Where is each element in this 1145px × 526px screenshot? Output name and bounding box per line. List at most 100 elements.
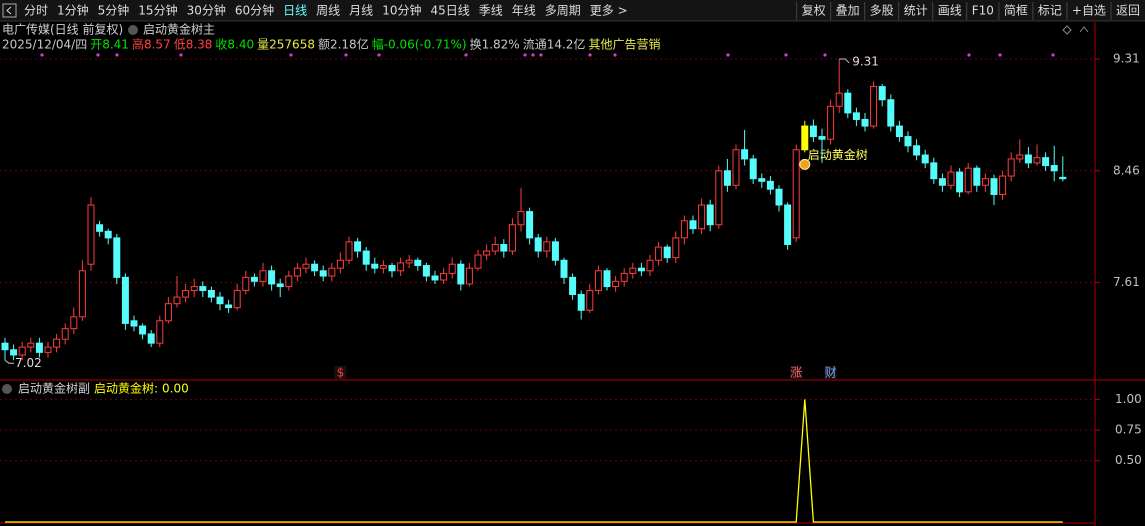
candle-body bbox=[1059, 176, 1067, 180]
event-marker[interactable]: 财 bbox=[825, 366, 837, 380]
quote-item: 开8.41 bbox=[90, 38, 129, 52]
candle-body bbox=[500, 243, 508, 252]
period-tab[interactable]: 季线 bbox=[479, 4, 503, 18]
period-tab[interactable]: 1分钟 bbox=[57, 3, 89, 18]
candle-body bbox=[612, 280, 620, 288]
candle-body bbox=[680, 220, 688, 239]
quote-item: 换1.82% bbox=[470, 38, 520, 52]
tool-button[interactable]: 多股 bbox=[870, 4, 894, 18]
indicator-toggle[interactable] bbox=[128, 25, 138, 35]
candle-body bbox=[53, 338, 61, 348]
candle-body bbox=[663, 246, 671, 259]
period-tab[interactable]: 年线 bbox=[512, 4, 536, 18]
candle-body bbox=[293, 267, 301, 277]
period-tab[interactable]: 60分钟 bbox=[235, 3, 274, 18]
candle-body bbox=[999, 175, 1007, 195]
candle-body bbox=[964, 167, 972, 193]
signal-line bbox=[5, 399, 1063, 523]
tool-button[interactable]: 返回 bbox=[1116, 4, 1140, 18]
candle-body bbox=[930, 162, 938, 180]
candle-body bbox=[164, 303, 172, 322]
tool-button[interactable]: 叠加 bbox=[836, 4, 860, 18]
signal-coin bbox=[799, 158, 811, 170]
candle-body bbox=[990, 178, 998, 195]
candle-body bbox=[947, 171, 955, 186]
period-tab[interactable]: 45日线 bbox=[430, 4, 469, 18]
candle-body bbox=[233, 290, 241, 309]
candle-body bbox=[895, 125, 903, 138]
candle-body bbox=[543, 241, 551, 252]
candle-body bbox=[913, 145, 921, 156]
candle-body bbox=[139, 325, 147, 335]
candle-body bbox=[801, 125, 809, 151]
candle-body bbox=[637, 267, 645, 272]
candle-body bbox=[491, 243, 499, 252]
collapse-icon[interactable] bbox=[1079, 26, 1089, 33]
max-pointer bbox=[839, 58, 850, 64]
marker-box bbox=[334, 366, 347, 379]
tool-button[interactable]: 复权 bbox=[802, 4, 826, 18]
max-label: 9.31 bbox=[852, 54, 879, 68]
candle-body bbox=[70, 316, 78, 330]
period-tab[interactable]: 30分钟 bbox=[187, 3, 226, 18]
quote-item: 量257658 bbox=[257, 38, 315, 52]
candle-body bbox=[938, 178, 946, 186]
candle-body bbox=[405, 259, 413, 264]
y-tick-label: 0.75 bbox=[1115, 423, 1142, 437]
candle-body bbox=[336, 259, 344, 269]
period-tab[interactable]: 10分钟 bbox=[382, 3, 421, 18]
y-tick-label: 7.61 bbox=[1113, 275, 1140, 289]
period-tab[interactable]: 日线 bbox=[283, 4, 307, 18]
candle-body bbox=[878, 86, 886, 101]
period-tab[interactable]: 月线 bbox=[349, 4, 373, 18]
event-marker[interactable]: 涨 bbox=[790, 365, 802, 380]
back-button[interactable] bbox=[2, 3, 17, 18]
quote-item: 额2.18亿 bbox=[318, 37, 369, 52]
candle-body bbox=[87, 204, 95, 265]
candle-body bbox=[698, 204, 706, 230]
candle-body bbox=[311, 263, 319, 272]
candle-body bbox=[225, 304, 233, 309]
candle-body bbox=[379, 265, 387, 269]
tool-button[interactable]: F10 bbox=[972, 4, 994, 18]
period-tab[interactable]: 15分钟 bbox=[138, 3, 177, 18]
min-label: 7.02 bbox=[15, 356, 42, 370]
sub-indicator-toggle[interactable] bbox=[2, 384, 12, 394]
candle-body bbox=[784, 204, 792, 245]
candle-body bbox=[569, 276, 577, 295]
settings-icon[interactable] bbox=[1062, 25, 1072, 35]
y-tick-label: 9.31 bbox=[1113, 51, 1140, 65]
candle-body bbox=[749, 158, 757, 180]
candle-body bbox=[818, 136, 826, 140]
tool-button[interactable]: +自选 bbox=[1072, 4, 1106, 18]
quote-item: 高8.57 bbox=[132, 37, 171, 52]
candle-body bbox=[302, 263, 310, 269]
period-tab[interactable]: 更多 > bbox=[590, 4, 628, 18]
candle-body bbox=[706, 204, 714, 226]
period-tab[interactable]: 多周期 bbox=[545, 4, 581, 18]
candle-body bbox=[620, 272, 628, 282]
event-dots bbox=[40, 53, 1055, 57]
tool-button[interactable]: 标记 bbox=[1038, 4, 1062, 18]
candle-body bbox=[474, 254, 482, 269]
candle-body bbox=[130, 320, 138, 327]
tool-button[interactable]: 简框 bbox=[1004, 4, 1028, 18]
period-tab[interactable]: 周线 bbox=[316, 4, 340, 18]
candle-body bbox=[844, 92, 852, 114]
tool-button[interactable]: 统计 bbox=[904, 4, 928, 18]
candle-body bbox=[371, 263, 379, 269]
candle-body bbox=[835, 92, 843, 107]
candle-body bbox=[594, 270, 602, 292]
candle-body bbox=[732, 149, 740, 186]
tool-button[interactable]: 画线 bbox=[938, 4, 962, 18]
candle-body bbox=[268, 270, 276, 285]
event-marker[interactable]: $ bbox=[337, 366, 345, 380]
candle-body bbox=[362, 250, 370, 265]
candle-body bbox=[328, 267, 336, 277]
period-tab[interactable]: 分时 bbox=[24, 4, 48, 18]
period-tab[interactable]: 5分钟 bbox=[98, 3, 130, 18]
candle-body bbox=[27, 342, 35, 348]
candle-body bbox=[431, 275, 439, 281]
candle-body bbox=[827, 105, 835, 140]
candle-body bbox=[1016, 154, 1024, 160]
